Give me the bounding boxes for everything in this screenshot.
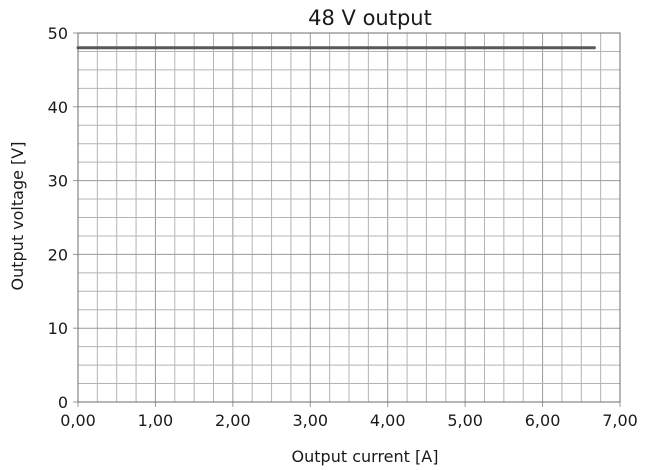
x-tick-label: 7,00 <box>602 411 638 430</box>
x-tick-label: 2,00 <box>215 411 251 430</box>
x-tick-label: 0,00 <box>60 411 96 430</box>
y-tick-label: 10 <box>48 319 68 338</box>
x-tick-label: 5,00 <box>447 411 483 430</box>
x-tick-label: 6,00 <box>525 411 561 430</box>
y-tick-label: 30 <box>48 172 68 191</box>
y-tick-label: 40 <box>48 98 68 117</box>
y-tick-label: 0 <box>58 393 68 412</box>
plot-area-frame <box>77 32 621 403</box>
x-tick-label: 3,00 <box>292 411 328 430</box>
y-tick-label: 20 <box>48 245 68 264</box>
x-tick-label: 4,00 <box>370 411 406 430</box>
y-axis-tick-labels: 0 10 20 30 40 50 <box>48 24 68 412</box>
x-axis-tick-labels: 0,00 1,00 2,00 3,00 4,00 5,00 6,00 7,00 <box>60 411 638 430</box>
y-tick-label: 50 <box>48 24 68 43</box>
y-axis-title: Output voltage [V] <box>8 142 27 291</box>
chart-title: 48 V output <box>308 6 432 30</box>
gridlines <box>73 32 621 407</box>
x-tick-label: 1,00 <box>138 411 174 430</box>
x-axis-title: Output current [A] <box>292 447 439 466</box>
